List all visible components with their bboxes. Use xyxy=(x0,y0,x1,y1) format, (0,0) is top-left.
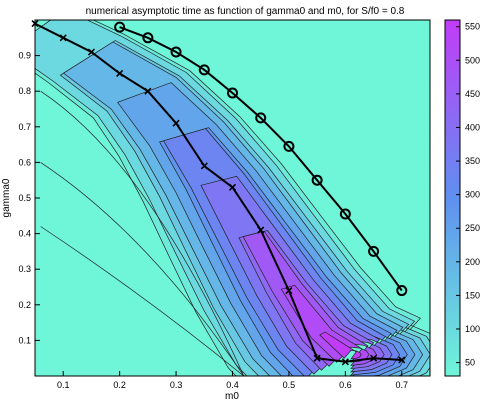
colorbar: 50 100 150 200 250 300 350 400 450 500 550 xyxy=(444,19,480,377)
colorbar-ticks: 50 100 150 200 250 300 350 400 450 500 550 xyxy=(456,22,480,368)
colorbar-tick-label: 250 xyxy=(465,223,480,233)
y-tick-label: 0.8 xyxy=(18,86,31,96)
colorbar-tick-label: 550 xyxy=(465,22,480,32)
contour-band xyxy=(280,284,370,363)
y-tick-label: 0.2 xyxy=(18,300,31,310)
colorbar-tick-label: 300 xyxy=(465,190,480,200)
cross-marker xyxy=(398,356,406,364)
contour-line xyxy=(40,90,245,376)
cross-marker xyxy=(87,48,95,56)
x-tick-label: 0.4 xyxy=(226,380,239,390)
cross-marker xyxy=(144,87,152,95)
colorbar-tick-label: 50 xyxy=(465,358,475,368)
x-axis-ticks: 0.1 0.2 0.3 0.4 0.5 0.6 0.7 xyxy=(57,371,408,390)
y-tick-label: 0.6 xyxy=(18,157,31,167)
colorbar-tick-label: 400 xyxy=(465,122,480,132)
cross-marker xyxy=(59,34,67,42)
series-layer xyxy=(31,19,408,366)
contour-band xyxy=(319,331,362,360)
cross-marker xyxy=(341,358,349,366)
cross-marker xyxy=(370,354,378,362)
colorbar-gradient xyxy=(444,19,461,377)
y-axis-label: gamma0 xyxy=(1,178,12,217)
x-tick-label: 0.7 xyxy=(396,380,409,390)
x-tick-label: 0.3 xyxy=(170,380,183,390)
circle-marker xyxy=(339,208,351,220)
y-tick-label: 0.1 xyxy=(18,335,31,345)
colorbar-tick-label: 200 xyxy=(465,257,480,267)
cross-marker xyxy=(200,162,208,170)
circle-marker xyxy=(255,112,267,124)
y-tick-label: 0.3 xyxy=(18,264,31,274)
circle-marker xyxy=(198,64,210,76)
contour-line xyxy=(40,162,245,376)
chart-title: numerical asymptotic time as function of… xyxy=(86,6,405,17)
circle-marker xyxy=(368,245,380,257)
cross-marker xyxy=(313,354,321,362)
x-tick-label: 0.2 xyxy=(113,380,126,390)
cross-marker xyxy=(228,183,237,191)
y-tick-label: 0.4 xyxy=(18,229,31,239)
circle-marker xyxy=(114,21,126,33)
colorbar-tick-label: 500 xyxy=(465,55,480,65)
cross-marker xyxy=(31,19,39,28)
colorbar-tick-label: 350 xyxy=(465,156,480,166)
x-tick-label: 0.1 xyxy=(57,380,70,390)
cross-marker xyxy=(257,226,265,234)
circle-marker xyxy=(227,87,238,99)
y-tick-label: 0.7 xyxy=(18,122,31,132)
circle-marker xyxy=(311,174,323,186)
circle-marker xyxy=(283,140,295,152)
circle-marker xyxy=(170,46,182,58)
contour-line xyxy=(40,226,245,376)
colorbar-tick-label: 100 xyxy=(465,324,480,334)
y-tick-label: 0.9 xyxy=(18,51,31,61)
colorbar-tick-label: 150 xyxy=(465,290,480,300)
plot-area: 0.1 0.2 0.3 0.4 0.5 0.6 0.7 0.1 0.2 0.3 0.4 0.5 0.6… xyxy=(18,19,431,390)
cross-marker xyxy=(285,286,293,295)
x-tick-label: 0.6 xyxy=(339,380,352,390)
series-line-2 xyxy=(119,26,403,292)
circle-marker xyxy=(142,32,154,44)
x-axis-label: m0 xyxy=(225,391,239,402)
x-tick-label: 0.5 xyxy=(283,380,296,390)
y-axis-ticks: 0.1 0.2 0.3 0.4 0.5 0.6 0.7 0.8 0.9 xyxy=(18,51,40,345)
series-line-1 xyxy=(34,22,402,363)
contour-bands xyxy=(35,20,430,376)
cross-marker xyxy=(172,119,180,127)
y-tick-label: 0.5 xyxy=(18,193,31,203)
circle-marker xyxy=(396,285,408,297)
colorbar-tick-label: 450 xyxy=(465,89,480,99)
cross-marker xyxy=(116,69,124,77)
